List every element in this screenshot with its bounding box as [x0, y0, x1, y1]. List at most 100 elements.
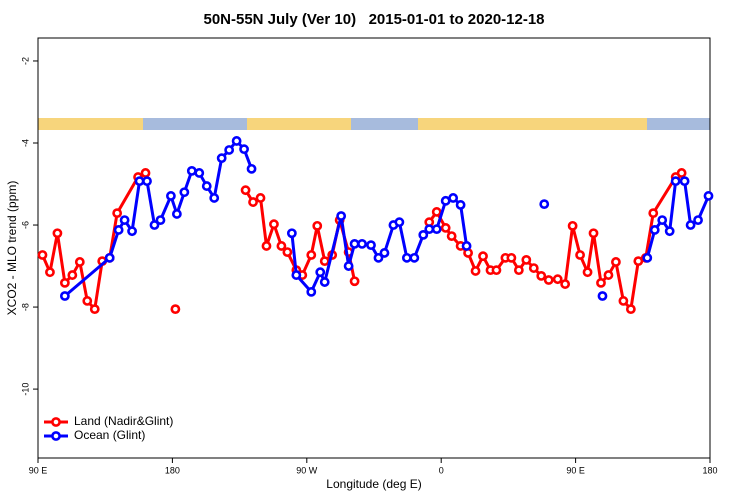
series [59, 136, 714, 301]
point [240, 185, 251, 196]
point [536, 270, 547, 281]
point [194, 168, 205, 178]
point [379, 248, 390, 258]
land-band [418, 118, 647, 130]
point [349, 276, 360, 287]
point [269, 219, 279, 230]
point [336, 211, 347, 221]
point [521, 254, 532, 265]
y-tick-label: -6 [20, 221, 30, 229]
y-axis-label: XCO2 - MLO trend (ppm) [5, 181, 19, 316]
point [446, 231, 457, 242]
x-axis-label: Longitude (deg E) [326, 477, 421, 491]
series [37, 168, 687, 315]
point [642, 252, 653, 263]
point [319, 256, 330, 267]
point [134, 176, 145, 187]
point [539, 199, 550, 210]
point [37, 250, 48, 260]
point [343, 261, 354, 271]
point [59, 291, 70, 301]
point [104, 252, 115, 263]
y-tick-label: -8 [20, 303, 30, 311]
point [440, 195, 451, 206]
point [478, 251, 488, 262]
point [394, 217, 405, 228]
land-band [247, 118, 351, 130]
point [401, 252, 412, 263]
point [216, 153, 227, 164]
point [657, 215, 668, 226]
point [170, 304, 181, 315]
point [513, 265, 524, 276]
point [448, 193, 459, 203]
point [306, 250, 317, 260]
x-tick-label: 180 [702, 465, 717, 475]
point [703, 191, 714, 201]
point [676, 168, 687, 178]
series-line [41, 171, 147, 311]
point [461, 241, 472, 251]
point [224, 145, 235, 155]
point [291, 270, 302, 280]
point [670, 176, 681, 187]
point [209, 193, 220, 203]
point [142, 176, 152, 187]
point [119, 215, 130, 226]
y-tick-label: -4 [20, 139, 30, 147]
point [582, 267, 593, 278]
point [201, 181, 212, 191]
point [625, 304, 636, 315]
point [282, 247, 293, 258]
x-tick-label: 90 E [29, 465, 48, 475]
point [113, 225, 124, 235]
point [440, 223, 451, 233]
point [186, 165, 197, 176]
legend-label: Ocean (Glint) [74, 428, 145, 442]
point [588, 228, 599, 239]
plot-frame [37, 37, 711, 459]
point [611, 257, 621, 267]
point [528, 263, 539, 273]
point [366, 240, 376, 251]
chart-title: 50N-55N July (Ver 10) 2015-01-01 to 2020… [203, 11, 544, 28]
point [597, 291, 608, 301]
point [239, 144, 249, 155]
point [171, 209, 182, 219]
point [179, 187, 190, 198]
point [74, 257, 85, 267]
point [633, 256, 644, 267]
point [82, 296, 93, 306]
point [685, 220, 696, 230]
point [596, 277, 606, 288]
legend-marker [51, 417, 61, 427]
legend-marker [51, 431, 61, 441]
point [319, 277, 330, 287]
point [373, 252, 384, 263]
point [418, 229, 429, 240]
point [470, 266, 481, 276]
point [255, 193, 266, 203]
point [286, 228, 297, 239]
point [357, 238, 367, 249]
point [543, 275, 554, 285]
point [112, 208, 123, 219]
point [140, 168, 151, 178]
point [567, 220, 578, 231]
x-tick-label: 90 E [566, 465, 585, 475]
point [679, 176, 690, 187]
point [648, 208, 659, 219]
point [315, 267, 326, 278]
x-tick-label: 90 W [296, 465, 318, 475]
point [127, 226, 137, 237]
point [409, 252, 420, 263]
point [649, 225, 660, 235]
point [431, 207, 442, 217]
land-band [38, 118, 143, 130]
point [149, 220, 160, 230]
point [664, 226, 675, 237]
point [45, 267, 55, 278]
point [312, 220, 323, 231]
point [618, 296, 629, 306]
